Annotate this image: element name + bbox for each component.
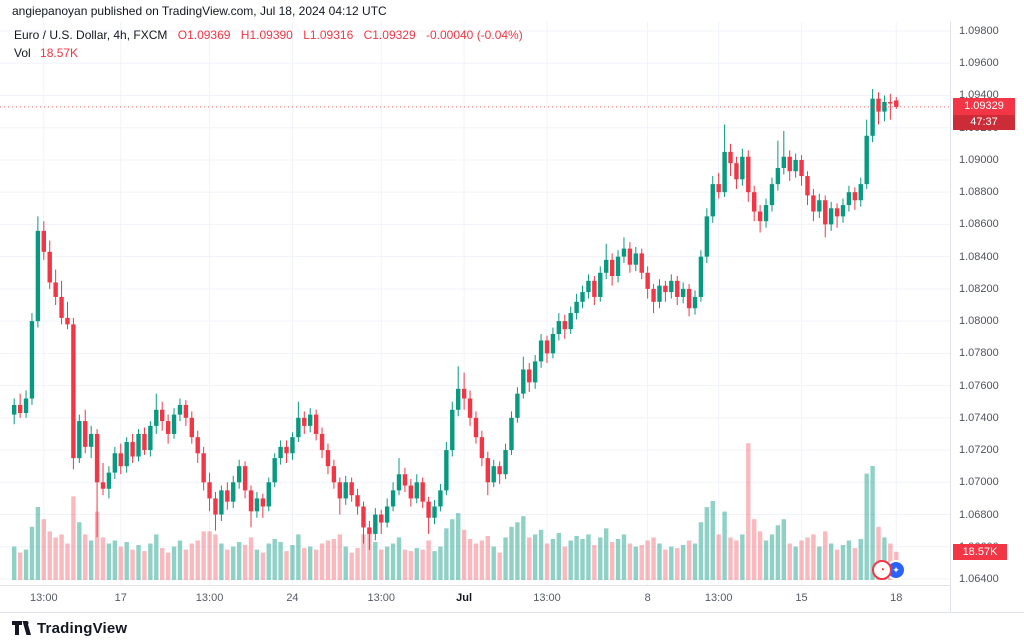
ohlc-high: H1.09390 [240, 28, 293, 42]
time-tick-label: 13:00 [195, 592, 224, 604]
price-axis[interactable]: 1.09329 47:37 18.57K 1.09800 1.09600 1.094… [950, 22, 1024, 612]
price-tick-label: 1.09800 [959, 25, 999, 37]
ohlc-open: O1.09369 [177, 28, 231, 42]
price-tick-label: 1.06400 [959, 573, 999, 585]
price-tick-label: 1.08800 [959, 186, 999, 199]
last-volume-badge: 18.57K [953, 543, 1007, 560]
attribution-bar: angiepanoyan published on TradingView.co… [0, 0, 1024, 22]
bar-countdown-badge: 47:37 [953, 114, 1015, 130]
price-tick-label: 1.09000 [959, 153, 999, 166]
volume-legend: Vol 18.57K [14, 46, 78, 60]
ohlc-low: L1.09316 [303, 28, 354, 42]
time-tick-label: 13:00 [30, 592, 58, 604]
ohlc-close: C1.09329 [363, 28, 416, 42]
price-tick-label: 1.07200 [959, 444, 999, 457]
time-tick-label: 24 [286, 592, 299, 604]
time-tick-label: 18 [890, 592, 903, 604]
time-tick-label: 15 [795, 592, 808, 604]
price-tick-label: 1.07800 [959, 347, 999, 360]
time-tick-label: 13:00 [367, 592, 395, 604]
candlestick-chart[interactable] [0, 22, 950, 585]
tradingview-logo-icon[interactable] [12, 620, 31, 636]
last-price-badge: 1.09329 [953, 97, 1015, 115]
price-tick-label: 1.08200 [959, 282, 999, 295]
footer-bar: TradingView [0, 612, 1024, 643]
price-tick-label: 1.09600 [959, 57, 999, 70]
price-tick-label: 1.07000 [959, 476, 999, 489]
time-tick-label: 13:00 [533, 592, 561, 604]
price-change: -0.00040 (-0.04%) [425, 28, 523, 42]
price-tick-label: 1.06800 [959, 508, 999, 521]
symbol-legend: Euro / U.S. Dollar, 4h, FXCM O1.09369 H1… [14, 28, 523, 42]
volume-value: 18.57K [40, 46, 79, 60]
price-tick-label: 1.07400 [959, 411, 999, 424]
chart-pane[interactable]: Euro / U.S. Dollar, 4h, FXCM O1.09369 H1… [0, 22, 950, 585]
tradingview-logo-text[interactable]: TradingView [37, 619, 128, 637]
time-tick-label: 13:00 [704, 592, 733, 604]
price-tick-label: 1.08000 [959, 315, 999, 328]
volume-label[interactable]: Vol [14, 46, 31, 60]
time-tick-label: 8 [644, 592, 651, 604]
price-tick-label: 1.08400 [959, 250, 999, 263]
time-tick-label: Jul [456, 592, 473, 604]
time-axis[interactable]: 13:00 17 13:00 24 13:00 Jul 13:00 8 13:00 15 18 [0, 585, 950, 612]
time-tick-label: 17 [114, 592, 127, 604]
price-tick-label: 1.08600 [959, 218, 999, 231]
reaction-bubble-red-icon[interactable]: ◔ [872, 560, 892, 580]
symbol-title[interactable]: Euro / U.S. Dollar, 4h, FXCM [14, 28, 168, 42]
attribution-text: angiepanoyan published on TradingView.co… [12, 4, 387, 18]
price-tick-label: 1.07600 [959, 379, 999, 392]
last-price-badge-group: 1.09329 47:37 [953, 97, 1015, 130]
reaction-bubbles: ◔ ✦ [872, 560, 906, 580]
